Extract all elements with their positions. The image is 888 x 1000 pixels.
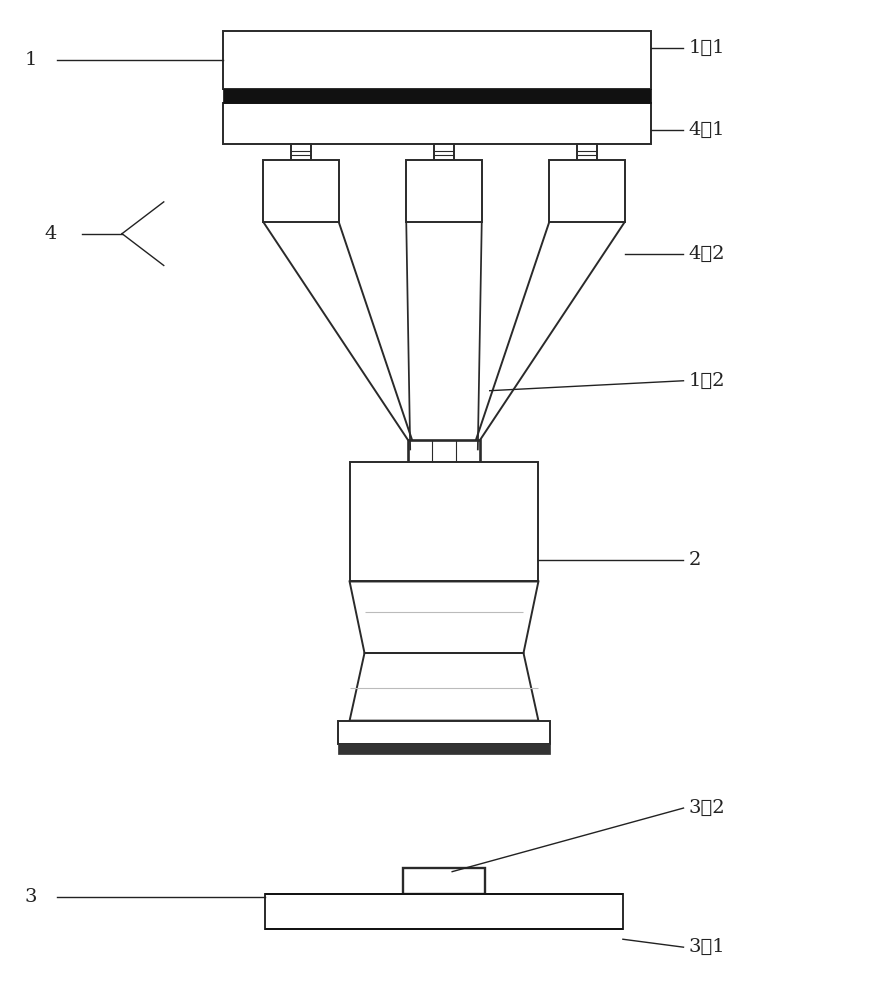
Text: 2: 2 — [688, 551, 701, 569]
Text: 4．2: 4．2 — [688, 245, 725, 263]
Bar — [403, 868, 485, 894]
Text: 4: 4 — [44, 225, 57, 243]
Bar — [577, 144, 597, 160]
Polygon shape — [350, 653, 538, 721]
Text: 1: 1 — [25, 51, 37, 69]
Bar — [350, 462, 538, 581]
Text: 3: 3 — [25, 888, 37, 906]
Polygon shape — [350, 581, 538, 653]
Text: 3．2: 3．2 — [688, 799, 725, 817]
Bar — [337, 744, 551, 754]
Bar — [291, 144, 311, 160]
Text: 1．2: 1．2 — [688, 372, 725, 390]
Bar — [408, 440, 480, 462]
Bar — [406, 160, 482, 222]
Bar — [266, 894, 622, 929]
Bar — [337, 721, 551, 744]
Bar — [550, 160, 625, 222]
Bar — [434, 144, 454, 160]
Bar — [224, 31, 651, 89]
Bar — [224, 89, 651, 103]
Text: 3．1: 3．1 — [688, 938, 725, 956]
Text: 1．1: 1．1 — [688, 39, 725, 57]
Bar — [224, 103, 651, 144]
Text: 4．1: 4．1 — [688, 121, 725, 139]
Bar — [263, 160, 338, 222]
